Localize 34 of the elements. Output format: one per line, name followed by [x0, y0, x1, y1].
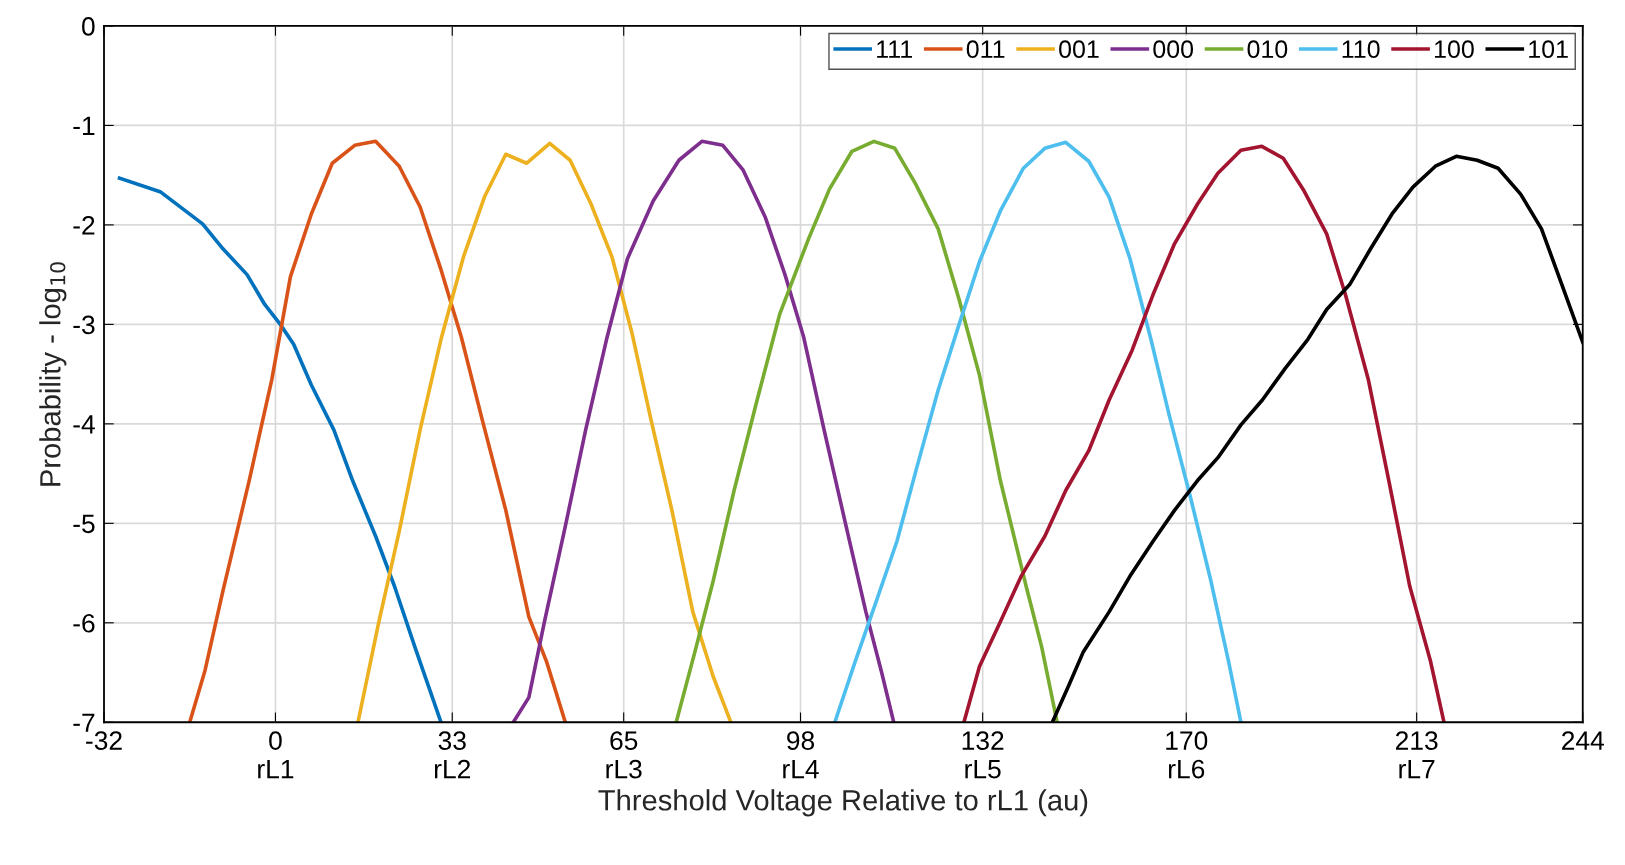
y-tick-label: -1: [73, 116, 95, 135]
line-series: [674, 139, 1059, 723]
y-tick-label: -5: [73, 514, 95, 534]
line-series: [511, 139, 896, 723]
x-tick-label: 244: [1562, 731, 1604, 750]
legend-label: 000: [1153, 40, 1194, 59]
y-tick-label: -6: [73, 613, 95, 633]
legend-label: 100: [1434, 40, 1474, 59]
y-tick-label: -3: [73, 315, 95, 335]
line-series: [962, 144, 1446, 723]
x-tick-label: -32: [86, 731, 122, 750]
y-tick-label: -4: [73, 415, 95, 434]
legend-label: 011: [966, 40, 1005, 59]
line-series: [117, 176, 443, 723]
legend-label: 111: [877, 40, 913, 58]
legend-label: 101: [1529, 40, 1568, 59]
line-series: [187, 139, 568, 723]
line-series: [832, 140, 1243, 723]
legend-label: 001: [1059, 40, 1099, 59]
line-series: [356, 141, 733, 723]
x-tick-label: 0 rL1: [258, 731, 294, 779]
x-tick-label: 33 rL2: [434, 731, 470, 779]
x-tick-label: 213 rL7: [1395, 731, 1438, 779]
y-tick-label: 0: [82, 17, 95, 36]
y-tick-label: -7: [73, 713, 95, 732]
legend-label: 110: [1342, 40, 1380, 59]
x-tick-label: 132 rL5: [962, 731, 1004, 779]
x-axis-title: Threshold Voltage Relative to rL1 (au): [598, 789, 1088, 817]
y-tick-label: -2: [73, 216, 95, 235]
x-tick-label: 65 rL3: [606, 731, 642, 779]
x-tick-label: 98 rL4: [783, 731, 819, 779]
legend-label: 010: [1247, 40, 1288, 59]
x-tick-label: 170 rL6: [1166, 731, 1208, 779]
y-axis-title: Probability - log$_{10}$: [39, 262, 67, 486]
